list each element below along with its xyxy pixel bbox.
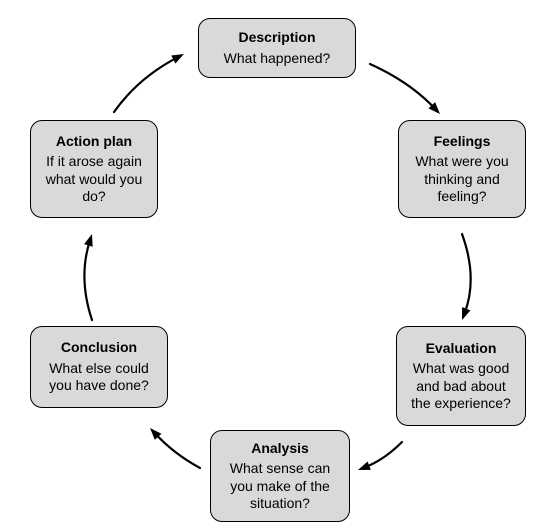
node-actionplan: Action plan If it arose again what would … [30,120,158,218]
node-analysis: Analysis What sense can you make of the s… [210,430,350,522]
node-subtitle: What else could you have done? [39,360,159,395]
node-description: Description What happened? [198,18,356,78]
node-subtitle: What happened? [224,50,331,68]
reflective-cycle-diagram: Description What happened? Feelings What we… [0,0,551,531]
node-title: Evaluation [426,340,497,358]
node-subtitle: What sense can you make of the situation… [219,460,341,513]
arrowhead-actionplan-to-description [171,54,184,64]
node-title: Feelings [434,133,491,151]
arrowhead-evaluation-to-analysis [358,461,371,470]
arrow-analysis-to-conclusion [155,433,200,468]
arrow-evaluation-to-analysis [365,442,402,467]
arrowhead-conclusion-to-actionplan [84,234,93,247]
node-title: Action plan [56,133,132,151]
arrowhead-analysis-to-conclusion [150,428,161,440]
arrow-description-to-feelings [370,64,435,109]
node-subtitle: What were you thinking and feeling? [407,153,517,206]
arrowhead-description-to-feelings [429,102,440,114]
arrow-conclusion-to-actionplan [84,241,92,320]
node-conclusion: Conclusion What else could you have done? [30,326,168,408]
node-title: Analysis [251,440,309,458]
arrow-actionplan-to-description [114,57,178,112]
node-subtitle: What was good and bad about the experien… [405,360,517,413]
node-evaluation: Evaluation What was good and bad about th… [396,326,526,426]
arrowhead-feelings-to-evaluation [462,307,470,320]
node-title: Description [238,29,315,47]
node-subtitle: If it arose again what would you do? [39,153,149,206]
node-feelings: Feelings What were you thinking and feeli… [398,120,526,218]
arrow-feelings-to-evaluation [462,234,471,313]
node-title: Conclusion [61,339,137,357]
